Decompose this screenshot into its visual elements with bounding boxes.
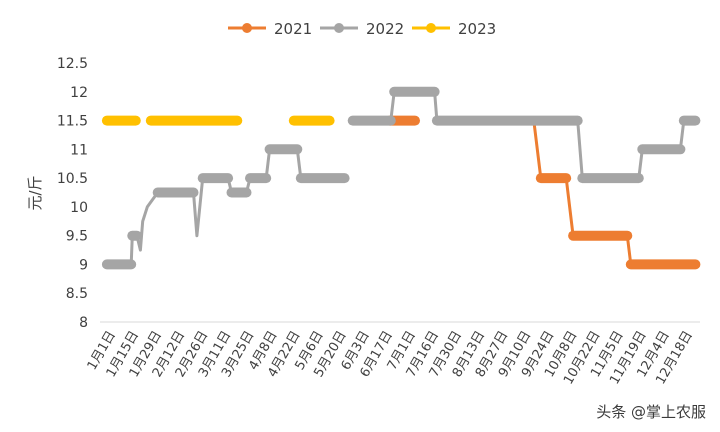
series-line-2021: [532, 119, 697, 266]
y-axis: 8 8.5 9 9.5 10 10.5 11 11.5 12 12.5: [57, 56, 88, 331]
y-tick-label: 10: [70, 200, 88, 216]
y-tick-label: 11.5: [57, 114, 88, 130]
legend-item-2021: 2021: [228, 20, 312, 38]
legend-label: 2021: [274, 20, 312, 38]
legend-swatch-marker: [426, 23, 436, 33]
legend-label: 2022: [366, 20, 404, 38]
x-axis: 1月1日1月15日1月29日2月12日2月26日3月11日3月25日4月8日4月…: [85, 329, 696, 388]
legend-swatch-marker: [242, 23, 252, 33]
series-2022: [101, 86, 701, 270]
watermark: 头条 @掌上农服: [596, 403, 706, 421]
y-tick-label: 9.5: [66, 229, 88, 245]
y-axis-label: 元/斤: [26, 175, 44, 210]
y-tick-label: 11: [70, 142, 88, 158]
y-tick-label: 8.5: [66, 286, 88, 302]
legend-item-2022: 2022: [320, 20, 404, 38]
y-tick-label: 10.5: [57, 171, 88, 187]
y-tick-label: 9: [79, 257, 88, 273]
series-line-2022: [105, 147, 347, 266]
legend-item-2023: 2023: [412, 20, 496, 38]
y-tick-label: 12.5: [57, 56, 88, 72]
y-tick-label: 8: [79, 315, 88, 331]
plot-area: [101, 86, 701, 270]
series-line-2022: [351, 90, 697, 180]
legend-swatch-marker: [334, 23, 344, 33]
legend-label: 2023: [458, 20, 496, 38]
series-2021: [384, 115, 701, 270]
legend: 2021 2022 2023: [228, 20, 496, 38]
y-tick-label: 12: [70, 85, 88, 101]
